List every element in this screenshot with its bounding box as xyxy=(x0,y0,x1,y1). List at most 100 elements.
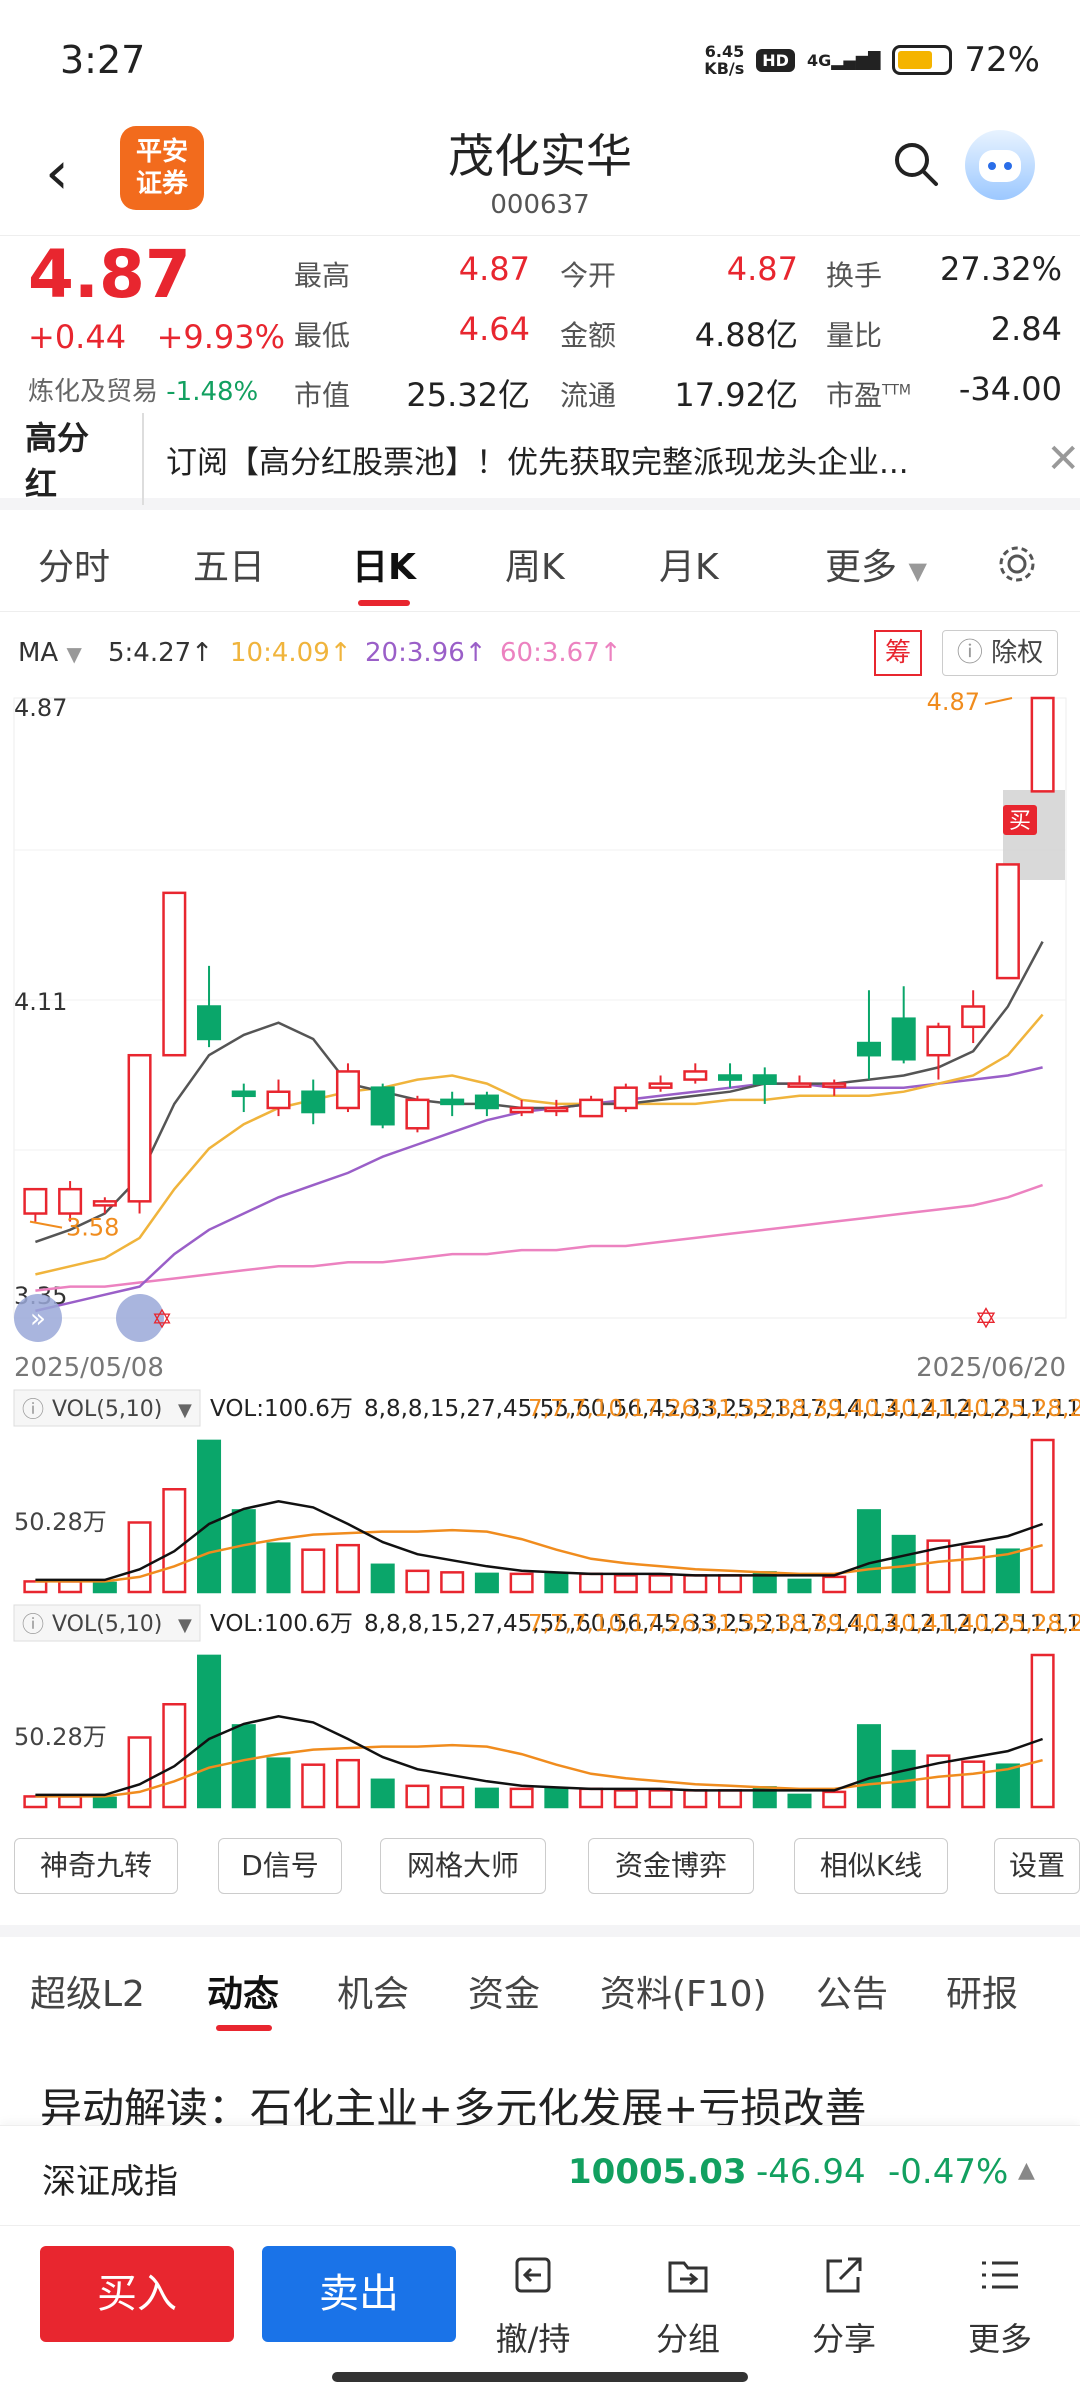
vol-y-label: 50.28万 xyxy=(14,1508,107,1536)
volume-bar xyxy=(891,1749,916,1809)
cancel-hold-button[interactable]: 撤/持 xyxy=(473,2246,593,2360)
volume-bar xyxy=(822,1790,847,1809)
tab-intraday[interactable]: 分时 xyxy=(38,547,111,588)
last-price-pointer xyxy=(984,697,1013,705)
volume-bar xyxy=(474,1787,499,1809)
tab-five-day[interactable]: 五日 xyxy=(193,547,266,588)
tab-weekly-k[interactable]: 周K xyxy=(505,547,565,588)
quote-value: 4.64 xyxy=(458,310,530,348)
promo-banner[interactable]: 高分红 订阅【高分红股票池】！优先获取完整派现龙头企业... ✕ xyxy=(0,413,1080,510)
volume-bar xyxy=(23,1580,48,1594)
share-icon xyxy=(826,2257,862,2293)
close-icon[interactable]: ✕ xyxy=(1046,436,1080,482)
candle-body xyxy=(822,1082,847,1088)
zoom-button xyxy=(116,1294,164,1342)
volume-bar xyxy=(440,1571,465,1594)
volume-bar xyxy=(579,1572,604,1594)
tab-opportunity[interactable]: 机会 xyxy=(337,1974,410,2015)
volume-bar xyxy=(1030,1653,1055,1809)
volume-bar xyxy=(718,1789,743,1809)
tab-research[interactable]: 研报 xyxy=(946,1974,1019,2015)
ma20-value: 20:3.96↑ xyxy=(365,638,487,668)
ma-selector[interactable]: MA ▼ xyxy=(18,638,82,668)
tool-magic-nine[interactable]: 神奇九转 xyxy=(14,1838,178,1894)
tool-grid-master[interactable]: 网格大师 xyxy=(380,1838,546,1894)
volume-bar xyxy=(162,1703,187,1809)
index-change-pct: -0.47% xyxy=(888,2152,1009,2192)
chevron-up-icon[interactable]: ▲ xyxy=(1018,2158,1035,2183)
tool-similar-k[interactable]: 相似K线 xyxy=(794,1838,948,1894)
candle-body xyxy=(995,863,1020,980)
volume-bar xyxy=(856,1509,881,1594)
kline-chart-svg[interactable]: 4.874.113.352025/05/082025/06/204.87买3.5… xyxy=(0,680,1080,1830)
back-arrow-icon[interactable]: ‹ xyxy=(45,138,69,208)
tab-f10[interactable]: 资料(F10) xyxy=(600,1974,767,2015)
candle-body xyxy=(266,1090,291,1110)
menu-icon xyxy=(982,2261,1018,2289)
net-speed: 6.45 KB/s xyxy=(704,42,745,78)
volume-bar xyxy=(787,1793,812,1809)
volume-bar xyxy=(92,1581,117,1594)
tab-announcements[interactable]: 公告 xyxy=(816,1974,889,2015)
ma-legend: MA ▼ 5:4.27↑ 10:4.09↑ 20:3.96↑ 60:3.67↑ … xyxy=(0,630,1080,680)
tool-settings[interactable]: 设置 xyxy=(994,1838,1080,1894)
stock-code: 000637 xyxy=(490,190,590,220)
volume-bar xyxy=(23,1795,48,1809)
tool-capital-game[interactable]: 资金博弈 xyxy=(588,1838,754,1894)
buy-signal-tag xyxy=(1003,805,1037,835)
news-headline[interactable]: 异动解读：石化主业+多元化发展+亏损改善 xyxy=(40,2084,867,2133)
group-button[interactable]: 分组 xyxy=(628,2246,748,2360)
candle-body xyxy=(544,1106,569,1113)
quote-label: 量比 xyxy=(826,319,883,352)
volume-bar xyxy=(58,1580,83,1594)
tab-capital[interactable]: 资金 xyxy=(468,1974,541,2015)
stock-header: ‹ 平安 证券 茂化实华 000637 xyxy=(0,120,1080,235)
cancel-order-icon xyxy=(515,2257,551,2293)
tab-monthly-k[interactable]: 月K xyxy=(659,547,719,588)
candle-body xyxy=(752,1074,777,1085)
quote-label: 今开 xyxy=(560,259,617,292)
status-bar: 3:27 6.45 KB/s HD 4G▂▄▆█ 72% xyxy=(0,0,1080,120)
signal-icon: 4G▂▄▆█ xyxy=(806,50,881,70)
index-value: 10005.03 xyxy=(568,2152,747,2192)
volume-bar xyxy=(127,1736,152,1809)
low-price-label: 3.58 xyxy=(66,1214,119,1242)
tab-super-l2[interactable]: 超级L2 xyxy=(30,1974,145,2015)
more-button[interactable]: 更多 xyxy=(940,2246,1060,2360)
volume-bar xyxy=(266,1757,291,1809)
tool-d-signal[interactable]: D信号 xyxy=(218,1838,342,1894)
promo-text[interactable]: 订阅【高分红股票池】！优先获取完整派现龙头企业... xyxy=(165,444,909,481)
volume-bar xyxy=(544,1787,569,1809)
vol-header: VOL(5,10) xyxy=(52,1397,162,1422)
tab-daily-k[interactable]: 日K xyxy=(352,547,416,588)
candle-body xyxy=(405,1098,430,1130)
assistant-robot-icon[interactable] xyxy=(965,130,1035,200)
hd-icon: HD xyxy=(756,48,795,72)
volume-bar xyxy=(648,1789,673,1809)
vol-indicator-selector xyxy=(13,1389,201,1427)
volume-bar xyxy=(58,1795,83,1809)
candle-body xyxy=(23,1187,48,1215)
tab-more[interactable]: 更多 ▼ xyxy=(825,547,927,588)
volume-bar xyxy=(197,1439,222,1594)
volume-bar xyxy=(405,1784,430,1809)
ex-rights-button[interactable]: ⓘ 除权 xyxy=(942,630,1058,676)
search-icon[interactable] xyxy=(892,140,940,188)
volume-bar xyxy=(1030,1438,1055,1594)
quote-value: 27.32% xyxy=(939,250,1062,288)
chip-distribution-button[interactable]: 筹 xyxy=(874,630,922,676)
settings-gear-icon[interactable] xyxy=(995,542,1039,586)
kline-chart-area[interactable]: 4.874.113.352025/05/082025/06/204.87买3.5… xyxy=(0,680,1080,1809)
x-start-date: 2025/05/08 xyxy=(14,1353,164,1383)
quote-value: 4.87 xyxy=(726,250,798,288)
volume-bar xyxy=(370,1563,395,1594)
volume-bar xyxy=(891,1534,916,1594)
folder-icon xyxy=(668,2261,708,2293)
buy-button[interactable]: 买入 xyxy=(40,2246,234,2342)
tab-news-feed[interactable]: 动态 xyxy=(207,1974,280,2015)
volume-bar xyxy=(509,1572,534,1594)
index-ticker[interactable]: 深证成指 10005.03 -46.94 -0.47% ▲ xyxy=(0,2125,1080,2225)
sector-info[interactable]: 炼化及贸易 -1.48% xyxy=(28,377,259,407)
sell-button[interactable]: 卖出 xyxy=(262,2246,456,2342)
share-button[interactable]: 分享 xyxy=(784,2246,904,2360)
